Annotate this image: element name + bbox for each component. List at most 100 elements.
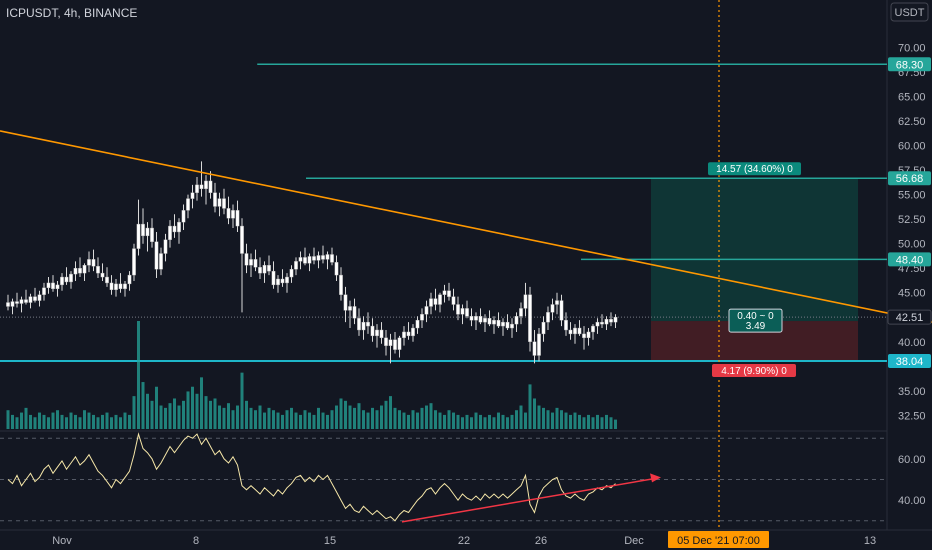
grid-lines [0,0,932,531]
candle-body [348,306,352,311]
price-tick-label: 45.00 [898,288,926,300]
volume-bar [200,377,203,429]
candle-body [424,306,429,315]
candle-body [550,304,555,313]
candle-body [289,269,294,278]
volume-bar [353,407,356,429]
candle-body [154,241,159,270]
volume-bar [65,417,68,429]
currency-button[interactable] [890,2,929,22]
candle-body [586,331,591,339]
volume-bar [51,412,55,429]
volume-bar [317,407,320,429]
volume-bar [182,400,185,429]
rsi-tick-label: 60.00 [898,454,926,466]
volume-bar [519,405,523,429]
candle-body [564,319,568,331]
volume-bar [542,407,545,429]
volume-bar [380,405,383,429]
ratio-label-text: 3.49 [746,321,766,332]
candle-body [285,276,289,284]
loss-label-text: 4.17 (9.90%) 0 [721,366,787,377]
candle-body [555,300,559,305]
volume-bar [218,405,221,429]
volume-bar [137,321,140,429]
volume-bar [600,417,604,429]
volume-bar [33,417,37,429]
candle-body [24,299,28,303]
candle-body [492,319,496,325]
candle-body [213,192,217,207]
candle-body [447,290,451,297]
candle-body [537,333,541,356]
volume-bar [384,400,388,429]
trendline[interactable] [0,130,932,323]
candle-body [109,282,114,290]
time-axis[interactable]: Nov 8 15 22 26 Dec 13 05 Dec '21 07:00 [52,531,876,548]
candle-body [501,321,505,327]
profit-label-box [708,162,801,176]
volume-bar [204,396,208,429]
volume-bar [357,403,361,429]
volume-bar [407,414,410,429]
candle-body [528,294,532,342]
price-tick-label: 50.00 [898,239,926,251]
candle-body [334,262,339,276]
volume-bars [6,321,617,429]
volume-bar [15,417,19,429]
candle-body [222,198,226,209]
volume-bar [312,414,316,429]
candle-body [595,321,600,327]
candle-body [411,327,415,337]
volume-bar [119,417,122,429]
candle-body [460,308,465,315]
volume-bar [191,386,194,429]
price-axis[interactable]: 70.0067.5065.0062.5060.0057.5055.0052.50… [887,43,932,423]
candle-body [451,296,456,305]
volume-bar [11,414,14,429]
volume-bar [389,396,392,429]
horizontal-levels[interactable] [0,63,887,362]
candle-body [546,312,550,323]
volume-bar [299,414,302,429]
volume-bar [483,417,487,429]
volume-bar [60,414,64,429]
candle-body [132,248,136,276]
candle-body [195,184,199,193]
price-tick-label: 55.00 [898,190,926,202]
candle-body [312,256,316,261]
volume-bar [164,407,167,429]
candle-body [613,316,618,323]
volume-bar [465,414,469,429]
candle-body [361,321,366,331]
volume-bar [537,405,541,429]
candle-body [105,276,109,284]
time-tick-label: Nov [52,535,72,547]
volume-bar [213,398,217,429]
candle-body [559,300,564,321]
price-tick-label: 60.00 [898,141,926,153]
candle-body [388,339,393,346]
volume-bar [375,410,379,429]
candle-body [294,261,298,270]
candle-body [519,308,523,317]
volume-bar [267,407,271,429]
price-tick-label: 35.00 [898,386,926,398]
candle-body [168,225,172,240]
candle-body [591,325,595,333]
candle-body [438,294,442,305]
volume-bar [222,407,226,429]
candle-body [465,308,469,317]
divergence-arrow-head [650,473,661,483]
volume-bar [20,412,23,429]
volume-bar [326,414,329,429]
price-label-box [888,57,931,72]
volume-bar [74,414,77,429]
volume-bar [506,417,509,429]
candle-body [204,180,208,190]
volume-bar [560,410,563,429]
candle-body [28,296,33,303]
candle-body [456,304,460,315]
price-tick-label: 70.00 [898,43,926,55]
